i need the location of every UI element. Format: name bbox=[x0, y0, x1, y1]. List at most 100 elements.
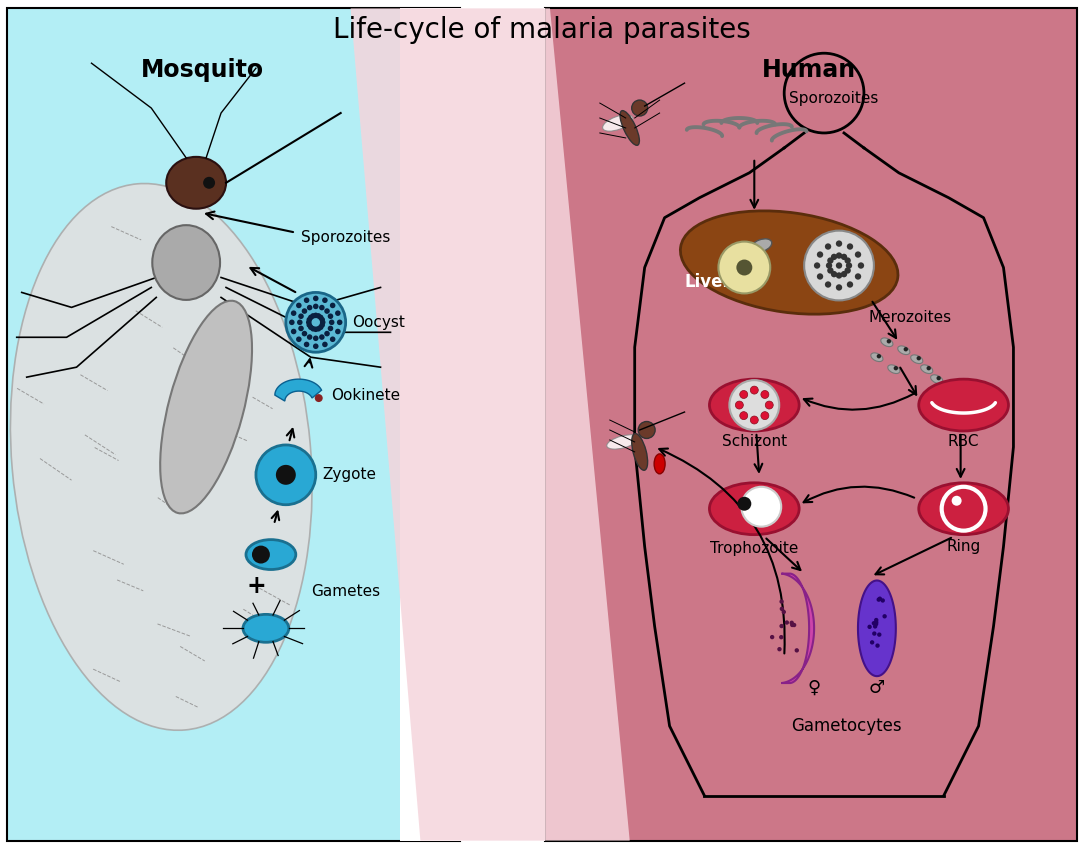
Text: Ookinete: Ookinete bbox=[331, 388, 400, 402]
Circle shape bbox=[952, 495, 962, 506]
Circle shape bbox=[847, 281, 853, 288]
Ellipse shape bbox=[160, 301, 251, 513]
Circle shape bbox=[328, 319, 335, 325]
Circle shape bbox=[320, 319, 325, 325]
Circle shape bbox=[306, 319, 311, 325]
Ellipse shape bbox=[243, 614, 288, 642]
Polygon shape bbox=[857, 580, 895, 676]
Text: Merozoites: Merozoites bbox=[869, 310, 952, 325]
Text: ♀: ♀ bbox=[808, 679, 821, 697]
Ellipse shape bbox=[881, 338, 893, 346]
Polygon shape bbox=[782, 573, 814, 683]
Circle shape bbox=[877, 633, 881, 637]
Circle shape bbox=[322, 297, 327, 303]
Circle shape bbox=[313, 296, 319, 302]
Ellipse shape bbox=[870, 353, 883, 362]
Circle shape bbox=[736, 259, 752, 275]
FancyBboxPatch shape bbox=[545, 8, 1077, 840]
Circle shape bbox=[318, 314, 323, 320]
Text: Mosquito: Mosquito bbox=[141, 58, 264, 82]
Circle shape bbox=[291, 329, 296, 335]
Circle shape bbox=[877, 597, 881, 602]
Circle shape bbox=[335, 310, 340, 316]
Circle shape bbox=[874, 617, 878, 623]
Circle shape bbox=[927, 366, 931, 370]
Circle shape bbox=[307, 305, 312, 310]
Circle shape bbox=[307, 322, 312, 328]
Text: ♂: ♂ bbox=[869, 679, 885, 697]
Circle shape bbox=[310, 313, 315, 318]
Polygon shape bbox=[350, 8, 630, 840]
Circle shape bbox=[289, 319, 295, 325]
Circle shape bbox=[315, 313, 321, 318]
Ellipse shape bbox=[919, 483, 1008, 534]
Ellipse shape bbox=[709, 379, 799, 431]
Circle shape bbox=[846, 263, 852, 268]
Text: Gametes: Gametes bbox=[311, 584, 379, 599]
Circle shape bbox=[904, 347, 908, 352]
Circle shape bbox=[882, 614, 887, 618]
Circle shape bbox=[880, 598, 885, 603]
Circle shape bbox=[327, 313, 333, 319]
Circle shape bbox=[855, 274, 861, 280]
Circle shape bbox=[256, 445, 315, 505]
Circle shape bbox=[827, 268, 834, 274]
Circle shape bbox=[870, 640, 875, 645]
Ellipse shape bbox=[166, 157, 227, 208]
Circle shape bbox=[817, 252, 823, 257]
Circle shape bbox=[297, 319, 302, 325]
Circle shape bbox=[867, 624, 872, 629]
Ellipse shape bbox=[603, 115, 633, 131]
Circle shape bbox=[855, 252, 861, 257]
Circle shape bbox=[761, 390, 769, 398]
Ellipse shape bbox=[911, 355, 922, 363]
Ellipse shape bbox=[632, 434, 647, 470]
Circle shape bbox=[296, 336, 301, 342]
Circle shape bbox=[320, 317, 325, 323]
Circle shape bbox=[878, 596, 882, 601]
Circle shape bbox=[319, 305, 324, 310]
Circle shape bbox=[873, 624, 877, 628]
Circle shape bbox=[836, 272, 842, 279]
Circle shape bbox=[779, 635, 784, 639]
Ellipse shape bbox=[709, 483, 799, 534]
Text: Ring: Ring bbox=[946, 539, 981, 554]
Circle shape bbox=[770, 635, 774, 639]
Circle shape bbox=[286, 292, 346, 352]
Circle shape bbox=[785, 620, 789, 625]
Circle shape bbox=[313, 313, 319, 318]
Circle shape bbox=[737, 496, 751, 511]
Circle shape bbox=[308, 324, 313, 330]
Circle shape bbox=[761, 412, 769, 419]
Text: Liver: Liver bbox=[684, 274, 732, 291]
Circle shape bbox=[942, 487, 985, 531]
Circle shape bbox=[804, 230, 874, 301]
Circle shape bbox=[825, 281, 831, 288]
Text: RBC: RBC bbox=[947, 435, 979, 450]
Circle shape bbox=[314, 394, 323, 402]
Circle shape bbox=[337, 319, 343, 325]
Circle shape bbox=[310, 326, 315, 331]
Ellipse shape bbox=[888, 365, 900, 374]
Circle shape bbox=[735, 401, 744, 409]
Circle shape bbox=[844, 257, 851, 263]
Text: Trophozoite: Trophozoite bbox=[710, 541, 799, 556]
Text: Zygote: Zygote bbox=[323, 468, 377, 482]
Circle shape bbox=[917, 356, 921, 361]
Circle shape bbox=[779, 624, 784, 628]
Circle shape bbox=[765, 401, 773, 409]
Circle shape bbox=[324, 331, 330, 336]
Text: Sporozoites: Sporozoites bbox=[789, 91, 878, 106]
Text: Oocyst: Oocyst bbox=[352, 315, 405, 329]
Circle shape bbox=[719, 241, 771, 293]
Circle shape bbox=[291, 310, 296, 316]
Circle shape bbox=[844, 268, 851, 274]
Ellipse shape bbox=[246, 540, 296, 569]
Circle shape bbox=[814, 263, 821, 268]
Circle shape bbox=[320, 322, 325, 328]
Circle shape bbox=[313, 344, 319, 349]
Ellipse shape bbox=[681, 211, 898, 314]
Circle shape bbox=[827, 257, 834, 263]
Circle shape bbox=[817, 274, 823, 280]
Circle shape bbox=[887, 339, 891, 344]
